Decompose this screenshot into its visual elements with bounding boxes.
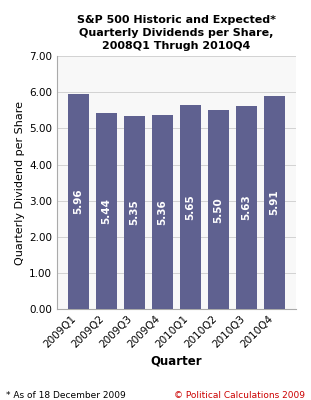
Text: 5.36: 5.36	[157, 199, 168, 225]
Text: 5.96: 5.96	[73, 188, 83, 214]
Text: 5.91: 5.91	[270, 190, 280, 215]
Bar	[264, 96, 285, 309]
Bar	[208, 110, 229, 309]
Bar	[236, 106, 257, 309]
Bar	[152, 116, 173, 309]
Bar	[124, 116, 145, 309]
Text: 5.35: 5.35	[129, 200, 139, 225]
Bar	[68, 94, 89, 309]
X-axis label: Quarter: Quarter	[151, 354, 202, 367]
Title: S&P 500 Historic and Expected*
Quarterly Dividends per Share,
2008Q1 Thrugh 2010: S&P 500 Historic and Expected* Quarterly…	[77, 15, 276, 51]
Text: 5.44: 5.44	[101, 198, 111, 224]
Bar	[180, 105, 201, 309]
Text: * As of 18 December 2009: * As of 18 December 2009	[6, 391, 126, 400]
Text: © Political Calculations 2009: © Political Calculations 2009	[174, 391, 305, 400]
Text: 5.63: 5.63	[242, 194, 252, 220]
Text: 5.65: 5.65	[186, 194, 196, 220]
Text: 5.50: 5.50	[214, 197, 224, 222]
Bar	[96, 113, 117, 309]
Y-axis label: Quarterly Dividend per Share: Quarterly Dividend per Share	[15, 100, 25, 264]
